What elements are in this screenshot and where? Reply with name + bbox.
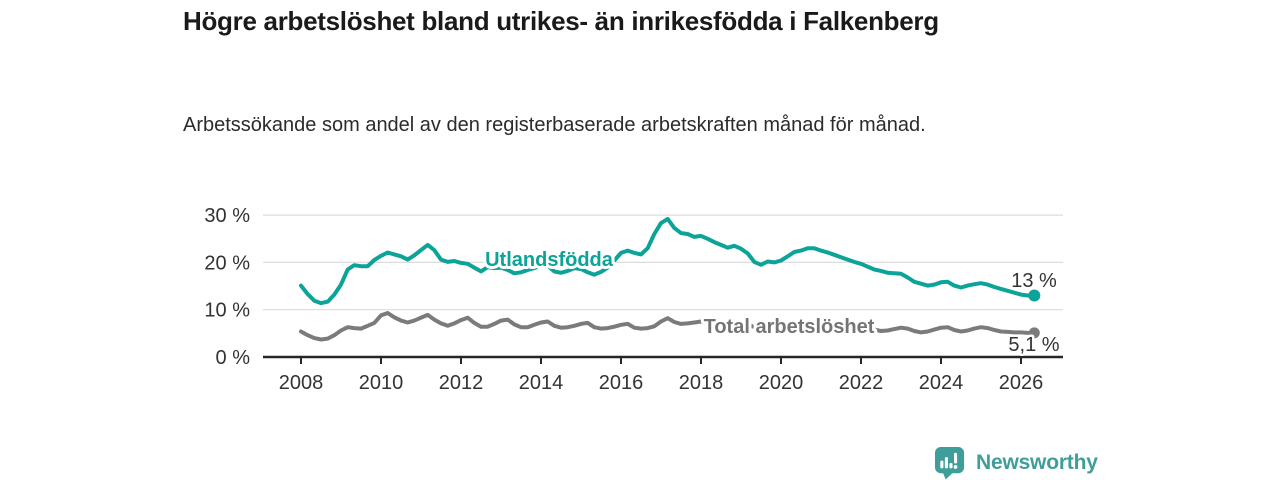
chart-header: Högre arbetslöshet bland utrikes- än inr…: [183, 4, 939, 38]
brand-footer: Newsworthy: [934, 446, 1098, 480]
xtick-label-2020: 2020: [759, 372, 804, 394]
end-dot-utlandsfodda: [1028, 289, 1041, 302]
newsworthy-logo-icon: [934, 446, 965, 480]
xtick-label-2022: 2022: [839, 372, 884, 394]
ytick-label-10: 10 %: [204, 300, 250, 322]
gridlines: 0 % 10 % 20 % 30 %: [204, 205, 1063, 369]
data-series: [299, 216, 1041, 342]
series-line-total: [299, 311, 1037, 342]
end-value-label-utlandsfodda: 13 %: [1011, 270, 1057, 292]
xtick-label-2024: 2024: [919, 372, 964, 394]
brand-name: Newsworthy: [976, 451, 1098, 474]
ytick-label-30: 30 %: [204, 205, 250, 227]
xtick-label-2014: 2014: [519, 372, 564, 394]
xtick-label-2008: 2008: [279, 372, 324, 394]
chart-subtitle: Arbetssökande som andel av den registerb…: [183, 114, 926, 136]
xtick-label-2026: 2026: [999, 372, 1044, 394]
chart-title: Högre arbetslöshet bland utrikes- än inr…: [183, 6, 939, 36]
end-value-label-total: 5,1 %: [1008, 334, 1059, 356]
ytick-label-0: 0 %: [216, 347, 251, 369]
xtick-label-2010: 2010: [359, 372, 404, 394]
xtick-label-2018: 2018: [679, 372, 724, 394]
xtick-label-2016: 2016: [599, 372, 644, 394]
x-axis: 2008 2010 2012 2014 2016 2018 2020 2022 2024 2026: [263, 355, 1063, 394]
series-label-utlandsfodda: Utlandsfödda: [485, 249, 614, 271]
xtick-label-2012: 2012: [439, 372, 484, 394]
ytick-label-20: 20 %: [204, 252, 250, 274]
end-dot-total: [1028, 327, 1040, 339]
series-label-total-arbetsloshet: Total arbetslöshet: [704, 316, 875, 338]
series-line-utlandsfodda: [299, 216, 1037, 306]
